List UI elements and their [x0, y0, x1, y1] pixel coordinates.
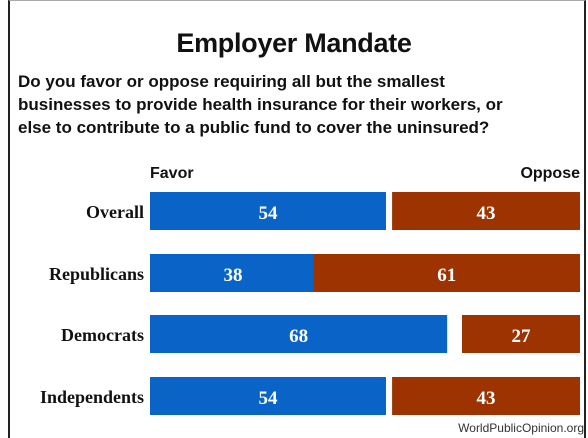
oppose-bar-democrats — [462, 315, 580, 353]
oppose-value-overall: 43 — [477, 203, 496, 224]
oppose-bar-overall — [392, 192, 580, 230]
category-label-independents: Independents — [40, 387, 144, 407]
chart-frame — [8, 0, 586, 438]
question-line-1: Do you favor or oppose requiring all but… — [18, 72, 445, 91]
oppose-bar-independents — [392, 377, 580, 415]
source-credit: WorldPublicOpinion.org — [458, 421, 584, 435]
favor-bar-independents — [150, 377, 386, 415]
chart-title: Employer Mandate — [176, 28, 412, 58]
favor-value-republicans: 38 — [224, 265, 243, 286]
favor-value-independents: 54 — [258, 388, 278, 409]
category-label-overall: Overall — [86, 202, 144, 222]
favor-bar-democrats — [150, 315, 448, 353]
favor-value-democrats: 68 — [289, 326, 308, 347]
oppose-value-democrats: 27 — [512, 326, 532, 347]
oppose-value-independents: 43 — [477, 388, 496, 409]
category-label-democrats: Democrats — [61, 325, 144, 345]
oppose-value-republicans: 61 — [437, 265, 456, 286]
category-label-republicans: Republicans — [49, 264, 144, 284]
oppose-bar-republicans — [313, 254, 580, 292]
favor-column-header: Favor — [150, 165, 194, 182]
question-line-2: businesses to provide health insurance f… — [18, 95, 503, 114]
favor-value-overall: 54 — [258, 203, 278, 224]
favor-bar-republicans — [150, 254, 317, 292]
oppose-column-header: Oppose — [520, 165, 580, 182]
question-line-3: else to contribute to a public fund to c… — [18, 118, 490, 137]
favor-bar-overall — [150, 192, 386, 230]
survey-question: Do you favor or oppose requiring all but… — [18, 70, 578, 139]
